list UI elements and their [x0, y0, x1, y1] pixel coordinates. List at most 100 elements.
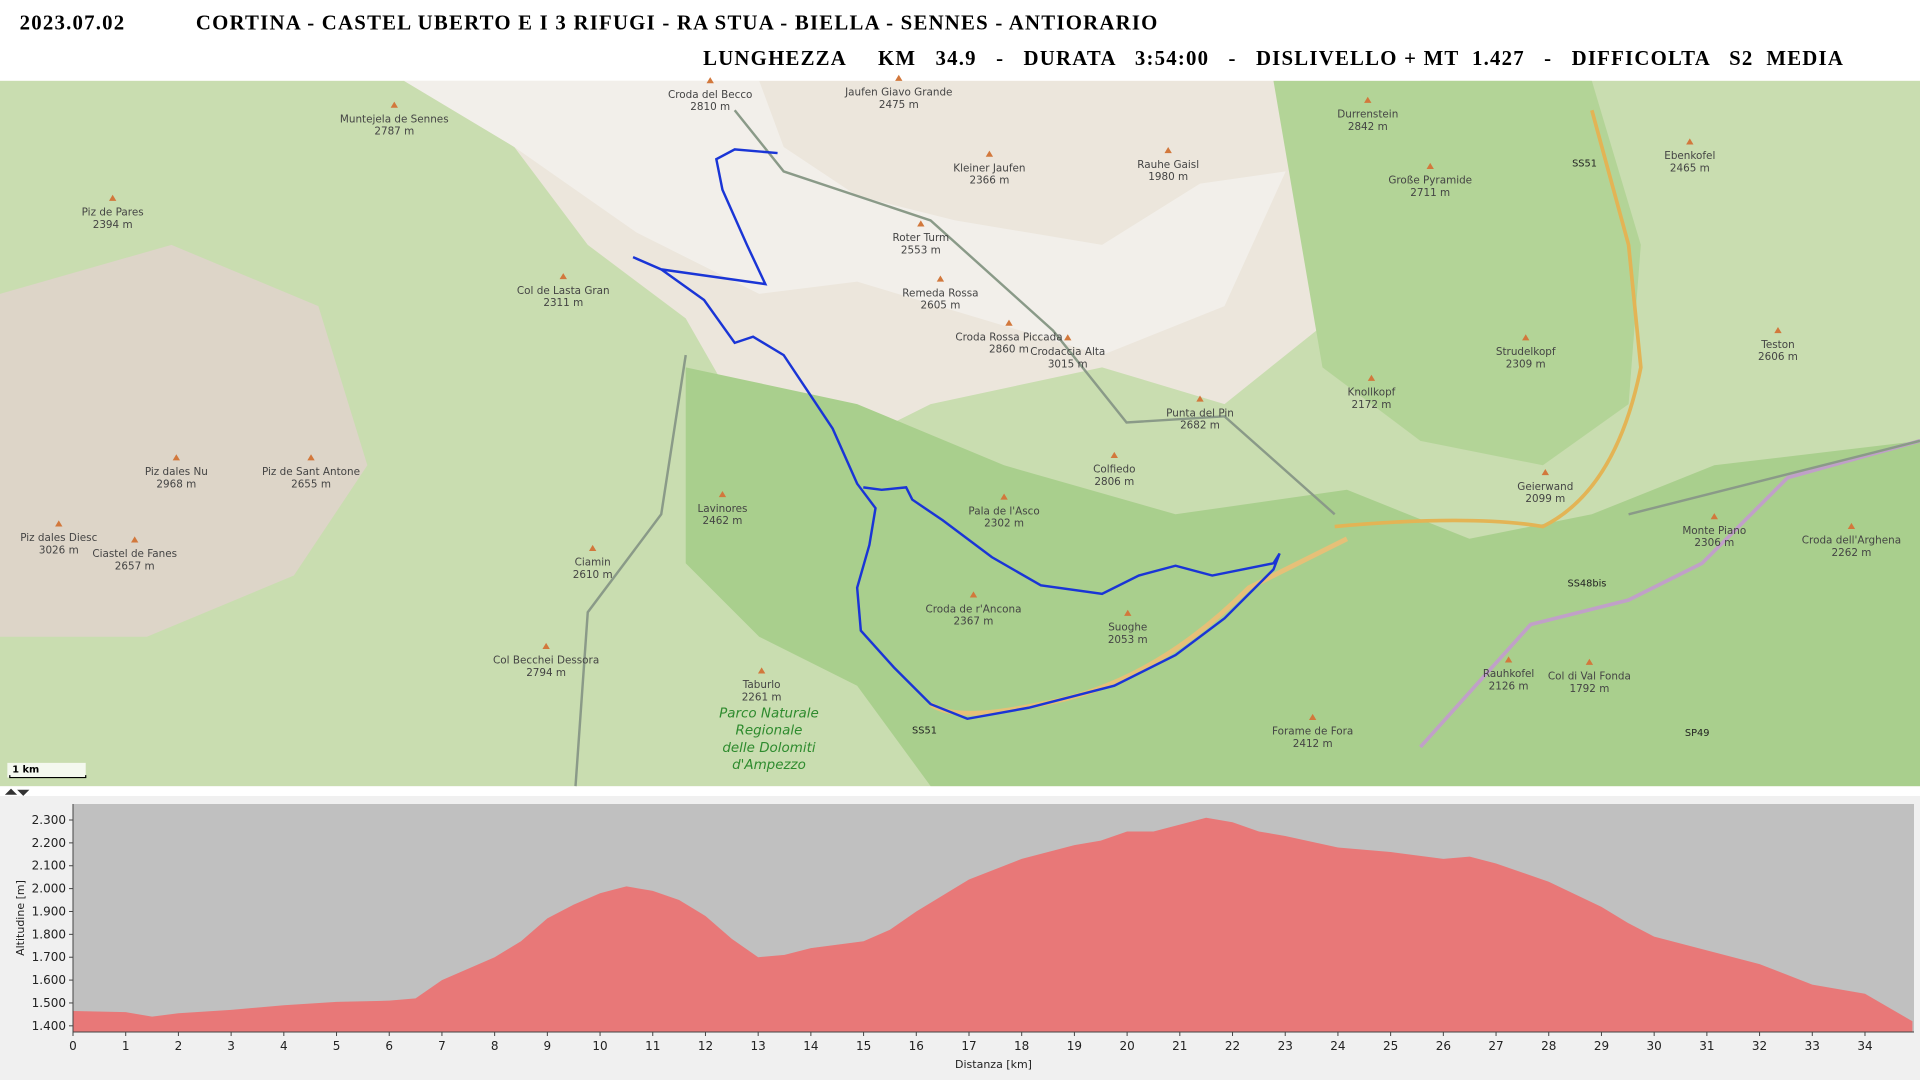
x-tick-label: 6	[385, 1039, 393, 1053]
park-line: delle Dolomiti	[722, 741, 816, 756]
y-tick-label: 1.800	[32, 927, 66, 941]
peak-elev: 2655 m	[291, 478, 331, 490]
peak-elev: 2605 m	[920, 300, 960, 312]
peak-icon	[895, 74, 903, 81]
x-tick-label: 25	[1383, 1039, 1398, 1053]
peak-name: Piz de Pares	[82, 207, 144, 219]
peak-icon	[1196, 395, 1204, 402]
peak-name: Jaufen Giavo Grande	[844, 87, 952, 99]
park-line: Regionale	[736, 724, 803, 739]
peak-icon	[390, 101, 398, 108]
peak-name: Lavinores	[697, 503, 747, 515]
peak-elev: 2172 m	[1352, 399, 1392, 411]
peak-name: Große Pyramide	[1388, 175, 1472, 187]
peak-icon	[718, 491, 727, 498]
peak-icon	[969, 591, 978, 598]
peak-elev: 2553 m	[901, 244, 941, 256]
peak-elev: 2261 m	[742, 691, 782, 703]
stats: LUNGHEZZA KM 34.9 - DURATA 3:54:00 - DIS…	[703, 46, 1844, 70]
peak-name: Ciastel de Fanes	[92, 548, 177, 560]
peak-elev: 2806 m	[1094, 476, 1134, 488]
peak-elev: 2842 m	[1348, 121, 1388, 133]
x-tick-label: 2	[175, 1039, 183, 1053]
date: 2023.07.02	[20, 10, 126, 34]
road-label: SS51	[912, 725, 937, 736]
peak-icon	[1164, 146, 1172, 154]
y-tick-label: 1.900	[32, 904, 66, 918]
x-tick-label: 30	[1647, 1039, 1662, 1053]
peak-icon	[757, 667, 766, 674]
y-tick-label: 1.400	[32, 1019, 66, 1033]
peak-icon	[985, 150, 994, 157]
x-tick-label: 0	[69, 1039, 77, 1053]
road-label: SS51	[1572, 159, 1597, 170]
x-tick-label: 27	[1488, 1039, 1503, 1053]
peak-name: Piz dales Nu	[145, 466, 208, 478]
peak-elev: 2610 m	[573, 569, 613, 581]
peak-name: Punta del Pin	[1166, 407, 1234, 419]
peak-icon	[1710, 513, 1718, 520]
peak-icon	[1504, 656, 1513, 663]
y-tick-label: 1.600	[32, 973, 66, 987]
peak-name: Crodaccia Alta	[1030, 346, 1105, 358]
y-tick-label: 2.000	[32, 882, 66, 896]
peak-name: Teston	[1760, 339, 1794, 351]
peak-icon	[588, 544, 597, 552]
peak-icon	[1064, 334, 1072, 341]
x-tick-label: 29	[1594, 1039, 1609, 1053]
peak-elev: 2606 m	[1758, 351, 1798, 363]
x-tick-label: 32	[1752, 1039, 1767, 1053]
peak-elev: 2302 m	[984, 518, 1024, 530]
scale-label: 1 km	[12, 765, 39, 776]
peak-elev: 3026 m	[39, 544, 79, 556]
x-tick-label: 33	[1805, 1039, 1820, 1053]
peak-elev: 2787 m	[374, 126, 414, 138]
x-tick-label: 8	[491, 1039, 499, 1053]
peak-name: Pala de l'Asco	[968, 505, 1039, 517]
peak-elev: 2682 m	[1180, 420, 1220, 432]
x-tick-label: 12	[698, 1039, 713, 1053]
peak-icon	[1005, 319, 1013, 326]
peak-name: Croda dell'Arghena	[1802, 535, 1901, 547]
park-label: Parco Naturale Regionale delle Dolomiti …	[719, 707, 819, 773]
peak-elev: 2306 m	[1694, 537, 1734, 549]
peak-name: Ebenkofel	[1664, 150, 1715, 162]
peak-name: Monte Piano	[1682, 525, 1746, 537]
peak-name: Colfiedo	[1093, 464, 1135, 476]
road-label: SP49	[1685, 728, 1710, 739]
x-tick-label: 26	[1436, 1039, 1451, 1053]
forest	[1273, 80, 1641, 466]
top-area: 2023.07.02 CORTINA - CASTEL UBERTO E I 3…	[0, 10, 1920, 796]
peak-icon	[936, 275, 945, 282]
peak-name: Croda del Becco	[668, 89, 752, 101]
rock	[404, 80, 1286, 356]
road	[1419, 439, 1920, 749]
peak-elev: 2311 m	[543, 297, 583, 309]
peak-name: Geierwand	[1517, 481, 1573, 493]
peak-elev: 2810 m	[690, 101, 730, 113]
y-tick-label: 1.500	[32, 996, 66, 1010]
scale-bar	[9, 775, 87, 779]
x-tick-label: 5	[333, 1039, 341, 1053]
peak-elev: 1980 m	[1148, 171, 1188, 183]
peak-name: Muntejela de Sennes	[340, 113, 449, 125]
x-tick-label: 24	[1330, 1039, 1345, 1053]
peak-name: Piz dales Diesc	[20, 532, 97, 544]
x-tick-label: 9	[544, 1039, 552, 1053]
peak-icon	[1847, 522, 1856, 529]
peak-elev: 2465 m	[1670, 162, 1710, 174]
peak-name: Ciamin	[575, 557, 611, 569]
x-tick-label: 17	[961, 1039, 976, 1053]
x-tick-label: 16	[909, 1039, 924, 1053]
x-tick-label: 11	[645, 1039, 660, 1053]
peak-icon	[1426, 162, 1434, 169]
peak-elev: 2366 m	[969, 175, 1009, 187]
x-tick-label: 28	[1541, 1039, 1556, 1053]
peak-icon	[706, 77, 714, 84]
y-tick-label: 1.700	[32, 950, 66, 964]
x-tick-label: 34	[1857, 1039, 1872, 1053]
park-line: d'Ampezzo	[732, 758, 806, 773]
peak-icon	[1774, 326, 1782, 334]
